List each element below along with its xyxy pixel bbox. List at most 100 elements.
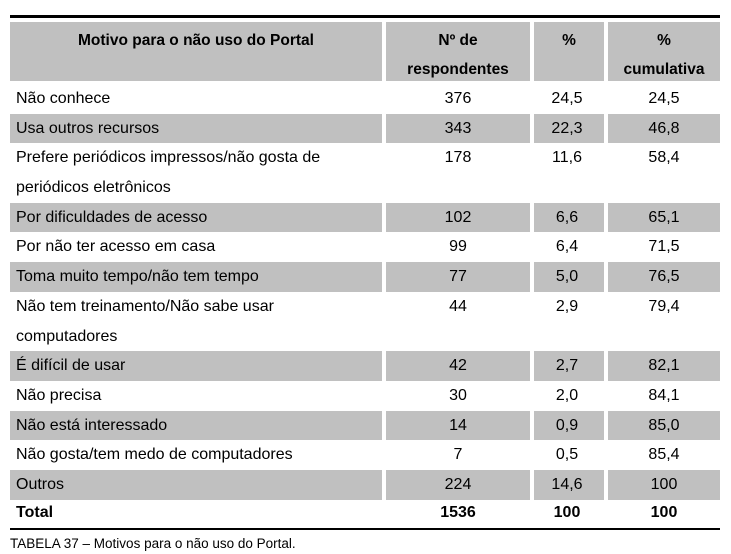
cell-motivo-line: Não está interessado — [16, 416, 168, 434]
header-percent-text: % — [562, 32, 576, 49]
table-row: Não conhece 376 24,5 24,5 — [10, 84, 720, 114]
column-gap — [382, 351, 386, 381]
total-cumulative: 100 — [650, 503, 678, 521]
column-gap — [530, 113, 534, 144]
cell-cumulative: 82,1 — [648, 357, 680, 375]
cell-motivo: Por dificuldades de acesso — [16, 203, 380, 233]
cell-respondentes: 42 — [449, 357, 467, 375]
cell-percent: 24,5 — [551, 90, 583, 107]
table-row: Usa outros recursos 343 22,3 46,8 — [10, 113, 720, 144]
column-gap — [382, 410, 386, 441]
cell-percent: 22,3 — [551, 119, 583, 137]
cell-motivo: É difícil de usar — [16, 351, 380, 381]
cell-motivo-line: Não precisa — [16, 386, 102, 404]
table-row: É difícil de usar 42 2,7 82,1 — [10, 351, 720, 381]
cell-respondentes: 343 — [444, 119, 472, 137]
cell-motivo: Não conhece — [16, 84, 380, 114]
total-respondents: 1536 — [440, 503, 476, 521]
table-header: Motivo para o não uso do Portal Nº de re… — [10, 18, 720, 84]
header-cumulative-line1: % — [657, 32, 671, 49]
cell-motivo: Outros — [16, 470, 380, 500]
cell-cumulative: 79,4 — [648, 297, 680, 315]
cell-motivo-line: Prefere periódicos impressos/não gosta d… — [16, 149, 321, 167]
cell-cumulative: 46,8 — [648, 119, 680, 137]
cell-motivo: Não gosta/tem medo de computadores — [16, 440, 380, 470]
header-cumulative-line2: cumulativa — [623, 61, 705, 78]
column-gap — [382, 469, 386, 500]
table-row: Prefere periódicos impressos/não gosta d… — [10, 143, 720, 202]
header-motivo-text: Motivo para o não uso do Portal — [78, 32, 314, 49]
table-row: Toma muito tempo/não tem tempo 77 5,0 76,5 — [10, 262, 720, 292]
cell-percent: 0,9 — [555, 416, 579, 434]
cell-cumulative: 24,5 — [648, 90, 680, 107]
cell-respondentes: 30 — [449, 386, 467, 404]
cell-percent: 11,6 — [552, 149, 582, 167]
table-caption: TABELA 37 – Motivos para o não uso do Po… — [10, 536, 296, 551]
cell-cumulative: 71,5 — [648, 238, 680, 256]
table-row: Outros 224 14,6 100 — [10, 469, 720, 500]
cell-cumulative: 76,5 — [648, 268, 680, 286]
cell-percent: 0,5 — [555, 446, 579, 464]
column-gap — [604, 202, 608, 233]
column-gap — [382, 262, 386, 292]
table-row: Não tem treinamento/Não sabe usar computa… — [10, 292, 720, 351]
total-label: Total — [16, 503, 54, 521]
cell-motivo-line: Por não ter acesso em casa — [16, 238, 216, 256]
cell-motivo-line: computadores — [16, 327, 118, 345]
column-gap — [530, 202, 534, 233]
cell-percent: 6,6 — [555, 208, 579, 226]
cell-motivo-line: Toma muito tempo/não tem tempo — [16, 268, 259, 286]
cell-respondentes: 77 — [449, 268, 467, 286]
table-bottom-rule — [10, 527, 720, 530]
column-gap — [604, 469, 608, 500]
cell-motivo: Não está interessado — [16, 411, 380, 441]
cell-motivo: Prefere periódicos impressos/não gosta d… — [16, 143, 380, 202]
cell-motivo: Não tem treinamento/Não sabe usar computa… — [16, 292, 380, 351]
cell-cumulative: 100 — [650, 475, 678, 493]
cell-percent: 14,6 — [551, 475, 583, 493]
total-row: Total 1536 100 100 — [10, 500, 720, 528]
column-gap — [604, 113, 608, 144]
cell-motivo-line: Usa outros recursos — [16, 119, 160, 137]
cell-cumulative: 85,0 — [648, 416, 680, 434]
cell-motivo: Usa outros recursos — [16, 114, 380, 144]
cell-motivo-line: Outros — [16, 475, 65, 493]
column-gap — [530, 469, 534, 500]
cell-cumulative: 85,4 — [648, 446, 680, 464]
cell-percent: 2,0 — [555, 386, 579, 404]
cell-percent: 5,0 — [555, 268, 579, 286]
cell-motivo-line: Não conhece — [16, 90, 111, 107]
cell-percent: 2,9 — [555, 297, 579, 315]
column-gap — [382, 113, 386, 144]
cell-cumulative: 58,4 — [648, 149, 680, 167]
table-row: Não precisa 30 2,0 84,1 — [10, 381, 720, 411]
cell-percent: 2,7 — [555, 357, 579, 375]
table-row: Não gosta/tem medo de computadores 7 0,5 85… — [10, 440, 720, 470]
cell-respondentes: 14 — [449, 416, 467, 434]
header-motivo: Motivo para o não uso do Portal — [10, 22, 382, 81]
table-row: Não está interessado 14 0,9 85,0 — [10, 410, 720, 441]
total-percent: 100 — [553, 503, 581, 521]
column-gap — [604, 410, 608, 441]
header-respondentes: Nº de respondentes — [386, 22, 530, 81]
cell-motivo-line: Por dificuldades de acesso — [16, 208, 208, 226]
cell-motivo-line: Não tem treinamento/Não sabe usar — [16, 297, 274, 315]
header-percent: % — [534, 22, 604, 81]
column-gap — [530, 351, 534, 381]
header-respondentes-line1: Nº de — [438, 32, 478, 49]
table-top-rule — [10, 15, 720, 18]
table-row: Por dificuldades de acesso 102 6,6 65,1 — [10, 202, 720, 233]
column-gap — [604, 351, 608, 381]
column-gap — [530, 410, 534, 441]
cell-cumulative: 84,1 — [648, 386, 680, 404]
cell-respondentes: 7 — [453, 446, 463, 464]
column-gap — [530, 262, 534, 292]
cell-respondentes: 376 — [444, 90, 472, 107]
cell-cumulative: 65,1 — [648, 208, 680, 226]
header-respondentes-line2: respondentes — [407, 61, 509, 78]
cell-respondentes: 178 — [444, 149, 472, 167]
column-gap — [382, 202, 386, 233]
cell-respondentes: 224 — [444, 475, 472, 493]
data-table: Motivo para o não uso do Portal Nº de re… — [10, 15, 720, 530]
cell-motivo: Por não ter acesso em casa — [16, 232, 380, 262]
